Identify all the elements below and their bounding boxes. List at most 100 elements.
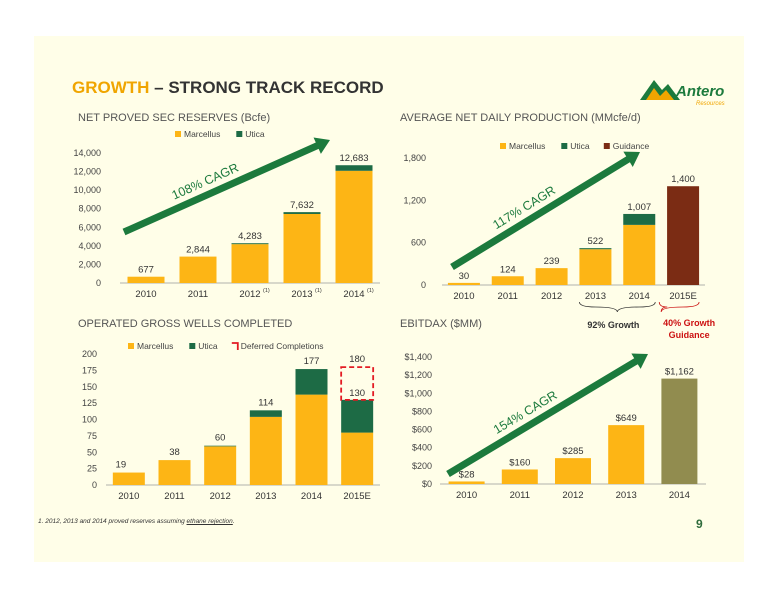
ebitdax-bar-2014: [661, 378, 698, 484]
reserves-xtick-sup-2014: (1): [367, 288, 374, 294]
wells-header: OPERATED GROSS WELLS COMPLETED: [78, 318, 293, 330]
production-guidance-brace: [658, 301, 700, 313]
production-header: AVERAGE NET DAILY PRODUCTION (MMcfe/d): [400, 112, 641, 124]
reserves-bar-marcellus-2011: [179, 256, 217, 283]
ebitdax-header: EBITDAX ($MM): [400, 318, 482, 330]
ebitdax-cagr-arrow-shape: [446, 353, 648, 478]
reserves-total-label-2013: 7,632: [290, 200, 314, 211]
wells-xtick-2013: 2013: [255, 491, 276, 502]
production-bar-marcellus-2013: [579, 249, 612, 285]
reserves-bar-marcellus-2014: [335, 170, 373, 283]
wells-ytick-2: 50: [87, 447, 97, 457]
wells-legend-swatch-0: [128, 343, 134, 349]
reserves-total-label-2012: 4,283: [238, 231, 262, 242]
reserves-xtick-2012: 2012: [239, 289, 260, 300]
wells-ytick-4: 100: [82, 415, 97, 425]
production-ytick-2: 1,200: [403, 195, 426, 205]
production-total-label-2010: 30: [459, 271, 470, 282]
production-total-label-2012: 239: [544, 256, 560, 267]
reserves-legend-swatch-0: [175, 131, 181, 137]
ebitdax-bar-2013: [608, 425, 645, 484]
production-xtick-2010: 2010: [453, 291, 474, 302]
production-legend-label-1: Utica: [570, 141, 590, 151]
wells-legend-swatch-1: [189, 343, 196, 349]
reserves-xtick-sup-2013: (1): [315, 288, 322, 294]
wells-total-label-2011: 38: [169, 447, 180, 458]
production-xtick-2014: 2014: [629, 291, 650, 302]
reserves-bar-utica-2013: [283, 212, 321, 214]
wells-bar-utica-2012: [204, 445, 237, 447]
reserves-bar-utica-2012: [231, 243, 269, 245]
ebitdax-value-label-2013: $649: [616, 413, 637, 424]
production-total-label-2015E: 1,400: [671, 174, 695, 185]
production-total-label-2011: 124: [500, 264, 516, 275]
wells-ytick-0: 0: [92, 480, 97, 490]
reserves-xtick-2011: 2011: [188, 289, 208, 300]
production-bar-utica-2013: [579, 248, 612, 250]
reserves-ytick-0: 0: [96, 278, 101, 288]
reserves-ytick-6: 12,000: [73, 167, 101, 177]
wells-deferred-total-2015E: 180: [349, 354, 365, 365]
production-ytick-0: 0: [421, 280, 426, 290]
logo-name: Antero: [675, 83, 724, 100]
wells-total-label-2014: 177: [304, 356, 320, 367]
wells-ytick-3: 75: [87, 431, 97, 441]
production-bar-marcellus-2012: [535, 268, 568, 285]
footnote-link: ethane rejection: [186, 518, 233, 525]
wells-xtick-2011: 2011: [164, 491, 184, 502]
reserves-legend-label-0: Marcellus: [184, 129, 220, 139]
wells-bar-utica-2014: [295, 369, 328, 395]
footnote: 1. 2012, 2013 and 2014 proved reserves a…: [38, 518, 235, 525]
wells-legend-label-1: Utica: [198, 341, 218, 351]
ebitdax-xtick-2013: 2013: [616, 490, 637, 501]
ebitdax-value-label-2014: $1,162: [665, 367, 694, 378]
reserves-total-label-2010: 677: [138, 265, 154, 276]
reserves-xtick-2014: 2014: [343, 289, 364, 300]
wells-bar-utica-2013: [249, 410, 282, 417]
reserves-bar-marcellus-2013: [283, 213, 321, 283]
ebitdax-xtick-2010: 2010: [456, 490, 477, 501]
wells-xtick-2010: 2010: [118, 491, 139, 502]
wells-bar-marcellus-2015E: [341, 432, 374, 485]
reserves-ytick-2: 4,000: [78, 241, 101, 251]
wells-ytick-8: 200: [82, 349, 97, 359]
production-xtick-2011: 2011: [498, 291, 518, 302]
ebitdax-bar-2010: [448, 481, 485, 484]
wells-ytick-1: 25: [87, 464, 97, 474]
wells-bar-deferred-2015E: [340, 366, 375, 401]
page-number: 9: [696, 517, 703, 531]
production-bar-utica-2014: [623, 213, 656, 225]
wells-bar-marcellus-2010: [112, 472, 145, 485]
reserves-ytick-4: 8,000: [78, 204, 101, 214]
ebitdax-value-label-2011: $160: [509, 457, 530, 468]
reserves-xtick-sup-2012: (1): [263, 288, 270, 294]
ebitdax-bar-2012: [555, 458, 591, 484]
production-total-label-2014: 1,007: [627, 202, 651, 213]
wells-total-label-2012: 60: [215, 433, 226, 444]
ebitdax-bar-2011: [501, 469, 538, 484]
production-bar-marcellus-2014: [623, 224, 656, 285]
wells-ytick-5: 125: [82, 398, 97, 408]
wells-bar-marcellus-2013: [249, 416, 282, 485]
wells-legend-label-0: Marcellus: [137, 341, 173, 351]
antero-logo: Antero Resources: [640, 80, 725, 107]
production-xtick-2012: 2012: [541, 291, 562, 302]
production-bar-marcellus-2011: [491, 276, 524, 285]
ebitdax-xtick-2011: 2011: [510, 490, 530, 501]
footnote-text: 1. 2012, 2013 and 2014 proved reserves a…: [38, 518, 187, 525]
ebitdax-ytick-1: $200: [412, 461, 432, 471]
reserves-total-label-2011: 2,844: [186, 245, 210, 256]
title-accent: GROWTH: [72, 78, 150, 97]
production-legend-swatch-0: [500, 143, 506, 149]
wells-xtick-2014: 2014: [301, 491, 322, 502]
wells-bar-marcellus-2011: [158, 460, 191, 485]
reserves-xtick-2010: 2010: [135, 289, 156, 300]
title-rest: – STRONG TRACK RECORD: [149, 78, 384, 97]
wells-bar-marcellus-2014: [295, 394, 328, 485]
production-guidance-growth: 40% Growth: [663, 318, 715, 328]
wells-bar-utica-2015E: [341, 399, 374, 433]
wells-total-label-2013: 114: [258, 397, 273, 408]
production-legend-swatch-2: [603, 143, 610, 149]
wells-xtick-2012: 2012: [210, 491, 231, 502]
